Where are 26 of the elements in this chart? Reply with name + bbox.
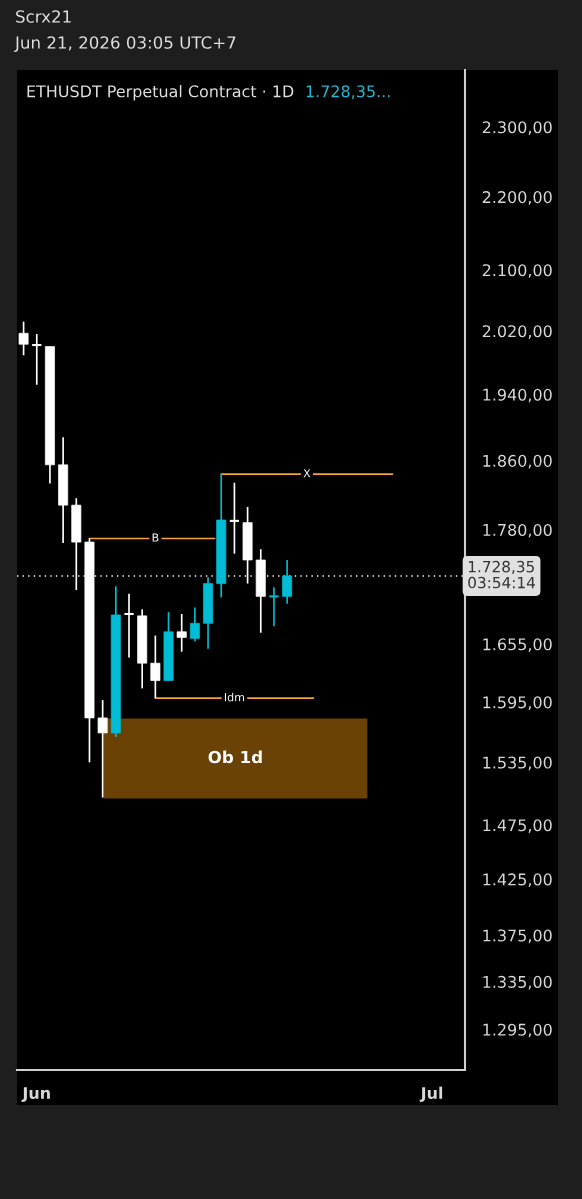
y-tick-label: 1.860,00 <box>483 454 552 469</box>
y-tick-label: 1.595,00 <box>483 696 552 711</box>
y-tick-label: 1.655,00 <box>483 638 552 652</box>
text: 1.728,35... <box>306 85 390 99</box>
x-tick-label: Jun <box>21 1087 50 1102</box>
y-tick-label: 1.535,00 <box>483 756 552 771</box>
y-tick-label: 1.475,00 <box>483 819 552 833</box>
y-tick-label: 1.780,00 <box>483 523 552 538</box>
band-label: Ob 1d <box>208 750 262 764</box>
y-tick-label: 1.375,00 <box>483 929 552 944</box>
text: Scrx21 <box>16 10 71 23</box>
y-tick-label: 2.020,00 <box>482 325 552 339</box>
annotation: Idm <box>224 692 245 702</box>
y-tick-label: 1.940,00 <box>483 388 552 403</box>
x-tick-label: Jul <box>419 1086 443 1102</box>
y-tick-label: 1.295,00 <box>483 1023 552 1038</box>
text: Jun 21, 2026 03:05 UTC+7 <box>14 36 236 52</box>
annotation: B <box>152 533 159 542</box>
ref-line-label: 1.728,35 03:54:14 <box>468 560 535 589</box>
y-tick-label: 1.425,00 <box>483 873 552 888</box>
text: ETHUSDT Perpetual Contract · 1D <box>27 85 294 101</box>
y-tick-label: 2.300,00 <box>482 121 552 135</box>
y-tick-label: 1.335,00 <box>483 975 552 990</box>
y-tick-label: 2.100,00 <box>482 264 552 278</box>
y-tick-label: 2.200,00 <box>482 191 552 205</box>
annotation: X <box>303 469 311 478</box>
